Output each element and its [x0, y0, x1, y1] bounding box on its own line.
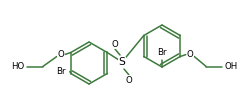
Text: O: O	[187, 50, 194, 59]
Text: Br: Br	[157, 48, 167, 57]
Text: O: O	[126, 75, 132, 84]
Text: HO: HO	[12, 62, 25, 71]
Text: OH: OH	[224, 62, 237, 71]
Text: O: O	[112, 40, 118, 48]
Text: S: S	[118, 57, 125, 67]
Text: Br: Br	[56, 67, 66, 76]
Text: O: O	[57, 50, 64, 59]
